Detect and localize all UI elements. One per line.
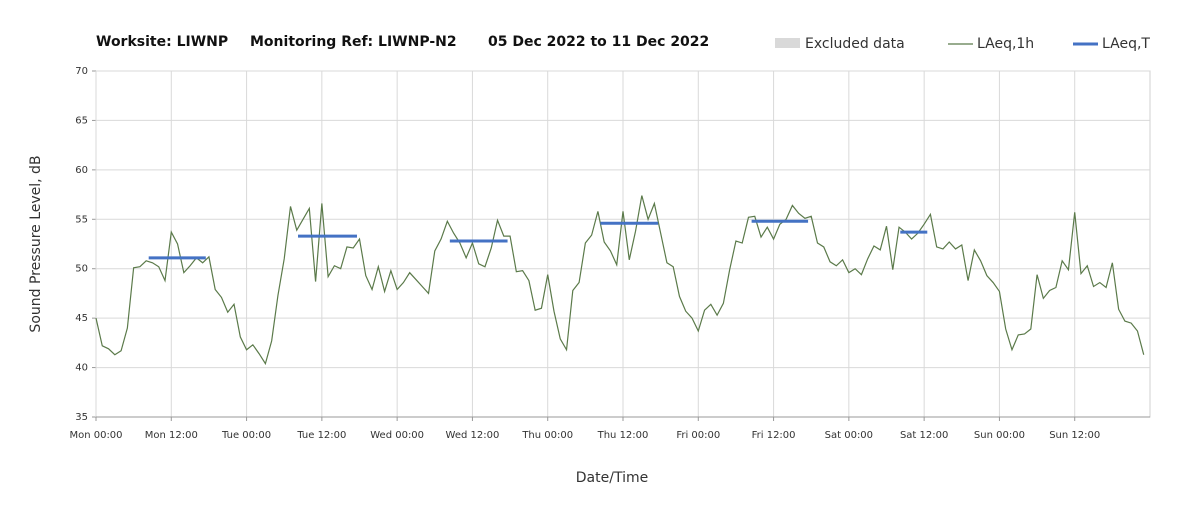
y-tick-label: 50: [75, 264, 88, 275]
y-axis-label: Sound Pressure Level, dB: [28, 155, 44, 332]
x-tick-label: Thu 12:00: [597, 430, 649, 441]
y-tick-label: 65: [75, 115, 88, 126]
legend-label: LAeq,T: [1102, 36, 1150, 52]
legend-label: LAeq,1h: [977, 36, 1034, 52]
x-tick-label: Wed 00:00: [370, 430, 424, 441]
x-tick-label: Sun 00:00: [974, 430, 1025, 441]
legend-swatch: [775, 38, 800, 48]
x-tick-label: Wed 12:00: [446, 430, 500, 441]
x-tick-label: Thu 00:00: [521, 430, 573, 441]
x-tick-label: Sat 00:00: [825, 430, 873, 441]
x-tick-label: Fri 00:00: [676, 430, 720, 441]
y-tick-label: 35: [75, 412, 88, 423]
x-axis-label: Date/Time: [576, 470, 648, 486]
x-tick-label: Tue 00:00: [221, 430, 271, 441]
y-tick-label: 70: [75, 66, 88, 77]
chart-title: Worksite: LIWNP: [96, 34, 228, 50]
x-tick-label: Mon 00:00: [69, 430, 122, 441]
chart-title: Monitoring Ref: LIWNP-N2: [250, 34, 457, 50]
y-tick-label: 45: [75, 313, 88, 324]
chart-title: 05 Dec 2022 to 11 Dec 2022: [488, 34, 709, 50]
y-tick-label: 55: [75, 214, 88, 225]
data-line: [95, 195, 1145, 366]
x-tick-label: Fri 12:00: [752, 430, 796, 441]
x-tick-label: Tue 12:00: [296, 430, 346, 441]
y-tick-label: 60: [75, 165, 88, 176]
legend-label: Excluded data: [805, 36, 905, 52]
x-tick-label: Sun 12:00: [1049, 430, 1100, 441]
x-tick-label: Mon 12:00: [145, 430, 198, 441]
x-tick-label: Sat 12:00: [900, 430, 948, 441]
y-tick-label: 40: [75, 363, 88, 374]
